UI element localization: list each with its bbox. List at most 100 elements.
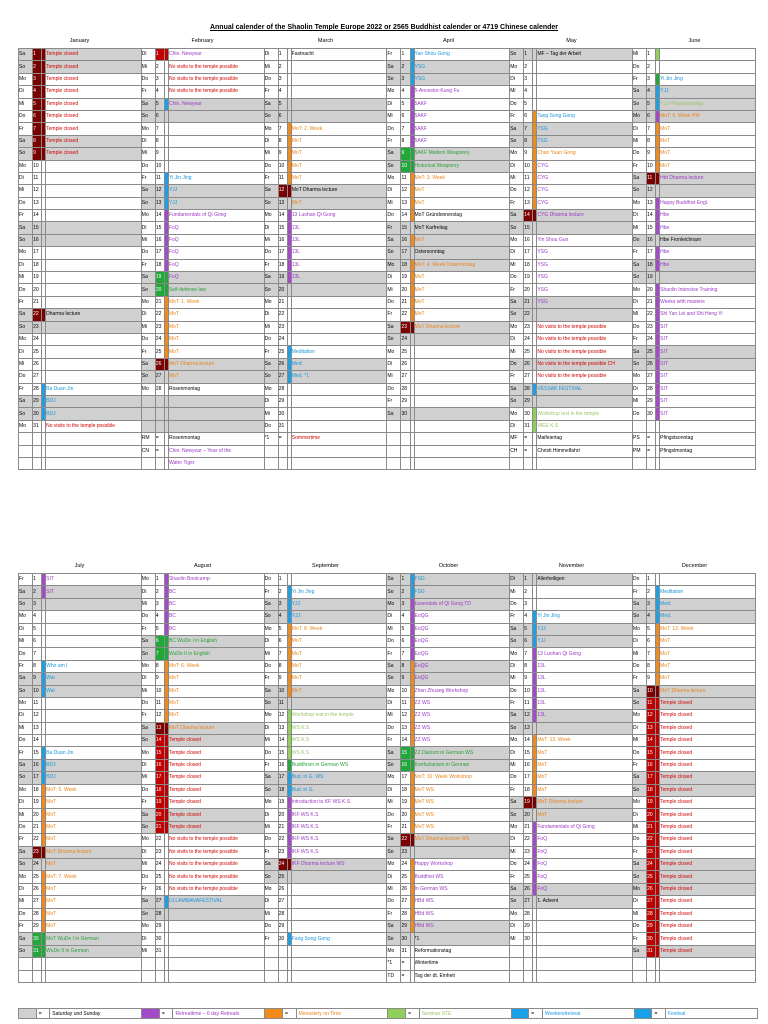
weekday-cell: Fr — [509, 196, 525, 211]
category-swatch — [163, 820, 169, 835]
day-number-cell: 4 — [400, 610, 411, 624]
event-cell: SIT — [45, 585, 142, 599]
category-swatch — [163, 634, 169, 649]
category-swatch — [163, 171, 169, 186]
day-number-cell: 27 — [400, 895, 411, 909]
day-number-cell — [32, 432, 43, 446]
day-number-cell: 2 — [32, 585, 43, 599]
event-cell — [413, 382, 511, 396]
weekday-cell: Sa — [631, 771, 648, 785]
calendar-row: Sa 15 Di 15 FoQ Di 15 13L Fr 15 MoT Karfreitag So 15… — [17, 221, 756, 235]
event-cell — [290, 283, 388, 297]
day-number-cell: 10 — [277, 684, 288, 698]
day-number-cell: 18 — [32, 258, 43, 273]
event-cell — [290, 895, 388, 909]
category-swatch — [163, 622, 169, 636]
weekday-cell: Mo — [386, 345, 402, 359]
day-number-cell: 9 — [154, 672, 165, 686]
event-cell: YJJ — [290, 610, 388, 624]
category-swatch — [41, 882, 47, 897]
weekday-cell: Mo — [386, 85, 402, 99]
event-cell: MoT — [290, 171, 388, 186]
weekday-cell: Mo — [509, 320, 525, 335]
day-number-cell: 7 — [523, 647, 534, 661]
calendar-row: Do 20 So 20 Self-defense law So 20 Mi 20 MoT Fr 20 Y… — [17, 283, 756, 297]
month-header: September — [312, 563, 339, 569]
weekday-cell: Di — [631, 122, 648, 136]
calendar-row: Do 13 So 13 YJJ So 13 MoT Mi 13 MoT Fr 13 CYG Mo 13 Happ… — [17, 196, 756, 211]
category-swatch — [286, 634, 292, 649]
weekday-cell: Sa — [386, 147, 402, 161]
event-cell: 5AKF — [413, 134, 511, 149]
event-cell: Med. *1 — [290, 370, 388, 384]
event-cell: Temple closed — [659, 845, 756, 860]
calendar-row: Fr 8 Who am I Mo 8 MoT: 6. Week Do 8 MoT Sa 8 EoQG D… — [17, 659, 756, 674]
category-swatch — [655, 919, 661, 934]
weekday-cell: Sa — [17, 47, 34, 62]
weekday-cell: Di — [509, 659, 525, 674]
weekday-cell: Fr — [386, 907, 402, 921]
day-number-cell: 30 — [646, 407, 657, 421]
day-number-cell: 11 — [154, 171, 165, 186]
event-cell: Buddhist WS — [413, 870, 511, 884]
category-swatch — [286, 820, 292, 835]
day-number-cell: 10 — [154, 159, 165, 173]
event-cell — [45, 159, 142, 173]
day-number-cell: 18 — [646, 783, 657, 798]
weekday-cell: So — [140, 820, 156, 835]
day-number-cell: 17 — [277, 771, 288, 785]
day-number-cell: 10 — [154, 684, 165, 698]
day-number-cell: 12 — [277, 184, 288, 198]
day-number-cell: 7 — [277, 122, 288, 136]
weekday-cell: Mo — [17, 72, 34, 87]
day-number-cell: 8 — [523, 134, 534, 149]
day-number-cell: 29 — [523, 919, 534, 934]
event-cell: IKF WS K.S — [290, 833, 388, 847]
day-number-cell: 20 — [400, 808, 411, 822]
calendar-row: Di 4 Temple closed Fr 4 No visits to the temp… — [17, 85, 756, 99]
category-swatch — [532, 572, 538, 587]
event-cell: SIT — [659, 382, 756, 396]
event-cell: MoT — [413, 295, 511, 310]
day-number-cell: 11 — [154, 696, 165, 711]
event-cell: SIT — [45, 572, 142, 587]
day-number-cell — [277, 957, 288, 971]
day-number-cell: 28 — [32, 907, 43, 921]
calendar-row: Di 12 Fr 12 MoT Mo 12 Workshop test in the temp… — [17, 709, 756, 723]
day-number-cell: 21 — [400, 820, 411, 835]
weekday-cell: Mi — [140, 147, 156, 161]
event-cell: ZZ WS — [413, 709, 511, 723]
event-cell: MoT — [45, 833, 142, 847]
category-swatch — [286, 622, 292, 636]
weekday-cell — [17, 969, 34, 983]
day-number-cell: 27 — [646, 370, 657, 384]
weekday-cell: Sa — [631, 171, 648, 186]
day-number-cell: 5 — [646, 97, 657, 111]
day-number-cell: 4 — [523, 85, 534, 99]
weekday-cell: Fr — [140, 622, 156, 636]
category-swatch — [163, 957, 169, 971]
day-number-cell: 26 — [32, 357, 43, 372]
calendar-row: Mo 3 Temple closed Do 3 No visits to the temp… — [17, 72, 756, 87]
category-swatch — [532, 233, 538, 248]
category-swatch — [409, 957, 415, 971]
event-cell: SIT — [659, 394, 756, 409]
category-swatch — [41, 771, 47, 785]
weekday-cell: Fr — [386, 394, 402, 409]
category-swatch — [41, 895, 47, 909]
event-cell: EoQG — [413, 622, 511, 636]
day-number-cell: 7 — [400, 647, 411, 661]
weekday-cell: Fr — [263, 585, 279, 599]
day-number-cell: 11 — [523, 696, 534, 711]
weekday-cell: So — [509, 134, 525, 149]
weekday-cell: Mo — [631, 796, 648, 810]
event-cell: MoT — [659, 672, 756, 686]
weekday-cell: Sa — [263, 271, 279, 285]
weekday-cell: Do — [17, 283, 34, 297]
day-number-cell: 28 — [154, 907, 165, 921]
weekday-cell: Do — [17, 109, 34, 124]
weekday-cell: Fr — [140, 171, 156, 186]
event-cell: Temple closed — [659, 857, 756, 872]
day-number-cell: 14 — [646, 209, 657, 223]
day-number-cell: 28 — [523, 382, 534, 396]
